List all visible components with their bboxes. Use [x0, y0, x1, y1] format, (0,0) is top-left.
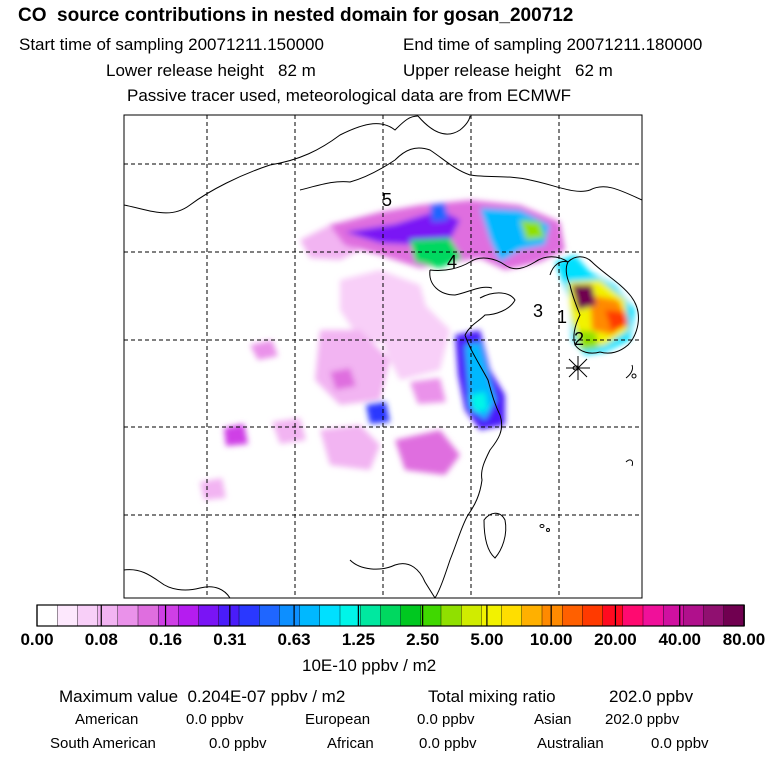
region-name: African — [327, 735, 374, 752]
total-mixing-ratio-label: Total mixing ratio — [428, 687, 556, 706]
maximum-value-label: Maximum value 0.204E-07 ppbv / m2 — [59, 687, 346, 706]
chart-title: CO source contributions in nested domain… — [18, 5, 574, 26]
annotation-4: 4 — [447, 252, 457, 272]
region-value: 0.0 ppbv — [651, 735, 709, 752]
yangtze-coast-field — [366, 330, 505, 430]
coastline — [124, 115, 642, 598]
region-value: 0.0 ppbv — [419, 735, 477, 752]
region-value: 202.0 ppbv — [605, 711, 680, 728]
colorbar-unit: 10E-10 ppbv / m2 — [302, 656, 437, 675]
receptor-marker — [566, 356, 590, 380]
region-annotations: 1 2 3 4 5 — [382, 190, 584, 349]
region-value: 0.0 ppbv — [186, 711, 244, 728]
annotation-1: 1 — [557, 307, 567, 327]
annotation-3: 3 — [533, 301, 543, 321]
lat-lon-grid — [124, 115, 642, 598]
region-name: Asian — [534, 711, 572, 728]
region-name: South American — [50, 735, 156, 752]
start-time-label: Start time of sampling 20071211.150000 — [19, 35, 324, 54]
annotation-2: 2 — [574, 329, 584, 349]
north-china-band-field — [330, 200, 565, 270]
lower-release-height-label: Lower release height 82 m — [106, 61, 316, 80]
annotation-5: 5 — [382, 190, 392, 210]
region-name: Australian — [537, 735, 604, 752]
tracer-note: Passive tracer used, meteorological data… — [127, 86, 572, 105]
map-frame — [123, 114, 643, 599]
region-value: 0.0 ppbv — [209, 735, 267, 752]
upper-release-height-label: Upper release height 62 m — [403, 61, 613, 80]
total-mixing-ratio-value: 202.0 ppbv — [609, 687, 694, 706]
region-name: European — [305, 711, 371, 728]
end-time-label: End time of sampling 20071211.180000 — [403, 35, 703, 54]
region-value: 0.0 ppbv — [417, 711, 475, 728]
region-name: American — [75, 711, 139, 728]
